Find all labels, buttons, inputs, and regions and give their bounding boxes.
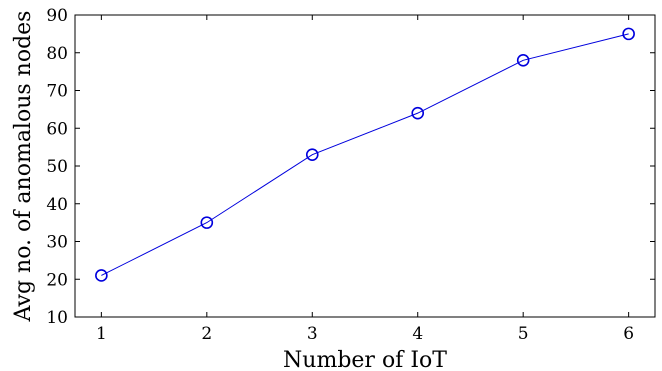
- axis-ticks: [75, 14, 655, 318]
- data-point-1: [95, 269, 108, 282]
- y-tick-label-20: 20: [46, 270, 68, 290]
- x-tick-label-3: 3: [307, 324, 318, 344]
- series-group: [95, 27, 635, 282]
- y-tick-label-50: 50: [46, 157, 68, 177]
- y-tick-label-10: 10: [46, 308, 68, 328]
- data-point-2: [200, 216, 214, 229]
- x-tick-label-4: 4: [412, 324, 423, 344]
- x-tick-label-6: 6: [623, 324, 634, 344]
- y-tick-label-90: 90: [46, 6, 68, 26]
- plot-frame: [74, 14, 656, 318]
- series-line-0: [101, 33, 629, 276]
- x-tick-label-1: 1: [96, 324, 107, 344]
- data-point-6: [622, 27, 635, 41]
- y-tick-label-40: 40: [46, 195, 68, 215]
- y-axis-label: Avg no. of anomalous nodes: [11, 11, 36, 323]
- data-point-4: [411, 106, 425, 120]
- tick-labels: 1 2 3 4 5 6 10 20 30 40 50 60 70 80 90: [46, 6, 634, 344]
- x-tick-label-5: 5: [518, 324, 529, 344]
- x-axis-label: Number of IoT: [283, 348, 447, 371]
- y-tick-label-60: 60: [46, 119, 68, 139]
- data-point-5: [516, 53, 530, 67]
- y-tick-label-80: 80: [46, 44, 68, 64]
- y-tick-label-30: 30: [46, 233, 68, 253]
- data-point-3: [305, 148, 319, 161]
- y-tick-label-70: 70: [46, 82, 68, 102]
- x-tick-label-2: 2: [201, 324, 212, 344]
